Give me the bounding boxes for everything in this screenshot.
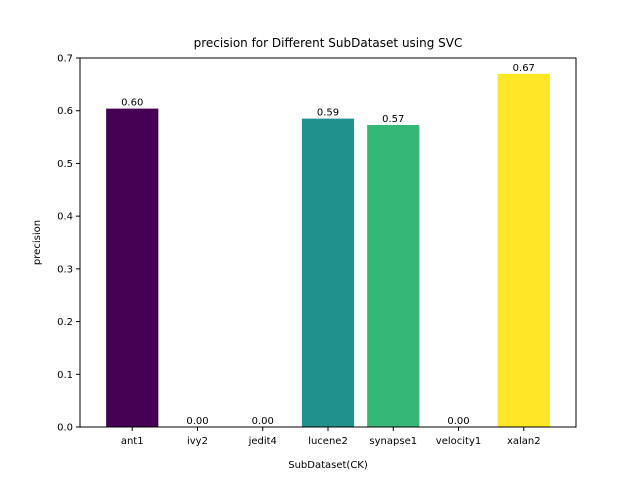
x-tick-label-velocity1: velocity1: [436, 436, 481, 447]
y-axis-label: precision: [32, 220, 43, 265]
bar-xalan2: [497, 73, 550, 427]
y-tick-label: 0.2: [57, 317, 73, 328]
y-tick-label: 0.7: [57, 54, 73, 65]
x-tick-label-jedit4: jedit4: [248, 436, 277, 447]
y-tick-label: 0.5: [57, 159, 73, 170]
bar-value-label-synapse1: 0.57: [382, 114, 404, 125]
bar-ant1: [106, 108, 159, 428]
y-tick-label: 0.3: [57, 264, 73, 275]
x-tick-label-xalan2: xalan2: [507, 436, 541, 447]
bar-value-label-lucene2: 0.59: [317, 108, 339, 119]
chart-title: precision for Different SubDataset using…: [194, 36, 463, 50]
x-tick-label-ivy2: ivy2: [187, 436, 208, 447]
y-tick-label: 0.0: [57, 423, 73, 434]
y-tick-label: 0.6: [57, 106, 73, 117]
x-tick-label-lucene2: lucene2: [308, 436, 348, 447]
bar-value-label-ant1: 0.60: [121, 98, 143, 109]
y-axis: 0.0 0.1 0.2 0.3 0.4 0.5 0.6 0.7: [57, 54, 80, 434]
x-axis: ant1 ivy2 jedit4 lucene2 synapse1 velocity1 xa…: [121, 427, 541, 447]
x-tick-label-synapse1: synapse1: [369, 436, 417, 447]
x-axis-label: SubDataset(CK): [288, 460, 368, 471]
bar-value-labels: 0.60 0.00 0.00 0.59 0.57 0.00 0.67: [121, 63, 535, 427]
bar-value-label-jedit4: 0.00: [252, 416, 274, 427]
y-tick-label: 0.1: [57, 370, 73, 381]
y-tick-label: 0.4: [57, 212, 73, 223]
bar-synapse1: [367, 124, 420, 427]
plot-area: [106, 73, 550, 428]
bar-lucene2: [301, 118, 355, 428]
x-tick-label-ant1: ant1: [121, 436, 144, 447]
bar-value-label-ivy2: 0.00: [186, 416, 208, 427]
bar-value-label-xalan2: 0.67: [513, 63, 535, 74]
bar-value-label-velocity1: 0.00: [447, 416, 469, 427]
